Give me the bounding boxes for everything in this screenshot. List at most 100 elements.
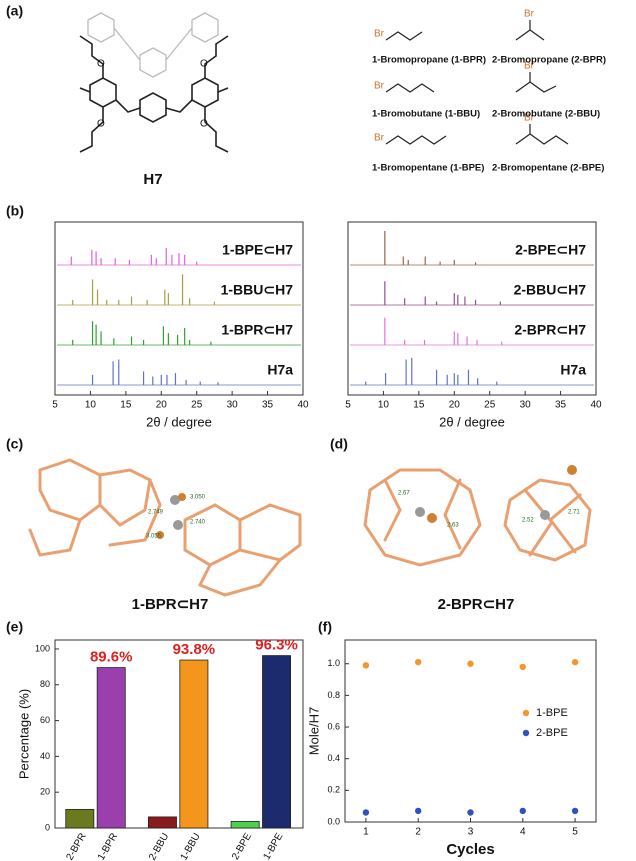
x-tick-label: 35 [262, 400, 274, 411]
y-tick-label: 0.2 [327, 785, 340, 795]
guest-atom [178, 493, 186, 501]
distance-label: 3.050 [190, 495, 206, 501]
x-tick-label: 1-BPE [261, 831, 285, 861]
guest-atom [156, 531, 164, 539]
distance-label: 2.67 [398, 491, 410, 497]
point [571, 807, 579, 815]
x-tick-label: 10 [85, 400, 97, 411]
bromine: Br [374, 133, 385, 144]
x-tick-label: 20 [156, 400, 168, 411]
series-label: 2-BBU⊂H7 [514, 282, 587, 298]
y-tick-label: 0 [45, 822, 50, 832]
plot-frame [54, 221, 304, 396]
x-tick-label: 5 [345, 400, 351, 411]
panel-label: (a) [6, 3, 23, 19]
point [362, 809, 370, 816]
point [467, 809, 474, 816]
x-tick-label: 2-BPE [230, 831, 254, 861]
panel-label: (d) [330, 436, 348, 452]
distance-label: 2.52 [522, 518, 534, 524]
y-tick-label: 1.0 [327, 658, 340, 668]
series-label: H7a [560, 362, 586, 378]
y-axis-label: Percentage (%) [16, 689, 31, 779]
x-tick-label: 15 [120, 400, 132, 411]
atom: O [200, 119, 208, 130]
x-tick-label: 30 [227, 400, 239, 411]
compound-name: 1-Bromopentane (1-BPE) [372, 163, 484, 174]
panel-label: (b) [6, 203, 24, 219]
bromine: Br [524, 113, 535, 124]
point [467, 660, 474, 667]
x-tick-label: 10 [378, 400, 390, 411]
x-tick-label: 1-BPR [96, 831, 120, 861]
compound-name: 1-Bromopropane (1-BPR) [372, 55, 486, 66]
bar [262, 655, 292, 829]
value-label: 89.6% [90, 649, 133, 666]
x-tick-label: 20 [449, 400, 461, 411]
y-tick-label: 0.0 [327, 816, 340, 826]
series-label: H7a [267, 362, 293, 378]
distance-label: 2.749 [148, 510, 164, 516]
compound-name: 2-Bromopentane (2-BPE) [492, 163, 604, 174]
point [415, 807, 422, 815]
point [415, 658, 422, 666]
x-tick-label: 3 [468, 827, 474, 838]
legend-marker [522, 729, 530, 737]
x-tick-label: 2 [415, 827, 421, 838]
x-tick-label: 2-BPR [64, 831, 88, 861]
host-molecule: O O O O [79, 12, 229, 153]
y-tick-label: 0.6 [327, 721, 340, 731]
series-label: 2-BPR⊂H7 [514, 322, 586, 338]
structure-caption: 2-BPR⊂H7 [438, 596, 515, 613]
x-tick-label: 40 [590, 400, 602, 411]
x-tick-label: 5 [52, 400, 58, 411]
point [571, 658, 579, 666]
guest-atom [540, 510, 550, 520]
x-tick-label: 15 [413, 400, 425, 411]
y-tick-label: 20 [40, 787, 50, 797]
x-axis-label: 2θ / degree [146, 414, 212, 429]
guest-atom [427, 513, 437, 523]
bar [96, 667, 126, 829]
atom: O [97, 119, 105, 130]
compound-name: 2-Bromopropane (2-BPR) [492, 55, 606, 66]
distance-label: 3.055 [146, 534, 162, 540]
guest-atom [173, 520, 183, 530]
x-tick-label: 40 [297, 400, 309, 411]
point [519, 663, 526, 671]
bromine: Br [524, 61, 535, 72]
x-tick-label: 35 [555, 400, 567, 411]
legend-label: 2-BPE [536, 727, 568, 739]
guest-atom [567, 465, 577, 475]
bromine: Br [374, 29, 385, 40]
value-label: 96.3% [255, 637, 298, 654]
distance-label: 2.71 [568, 510, 580, 516]
x-tick-label: 1 [363, 827, 369, 838]
plot-frame [347, 221, 597, 396]
y-tick-label: 0.4 [327, 753, 340, 763]
plot-frame [54, 639, 304, 829]
x-tick-label: 4 [520, 827, 526, 838]
panel-label: (c) [6, 436, 23, 452]
structure-caption: 1-BPR⊂H7 [132, 596, 209, 613]
x-axis-label: 2θ / degree [439, 414, 505, 429]
bar [230, 820, 260, 829]
atom: O [97, 59, 105, 70]
x-axis-label: Cycles [446, 841, 494, 858]
bromine: Br [374, 81, 385, 92]
host-label: H7 [143, 171, 162, 188]
point [362, 662, 370, 669]
bar [148, 816, 177, 829]
bromine: Br [524, 9, 535, 20]
guest-atom [415, 507, 425, 517]
series-label: 1-BPR⊂H7 [221, 322, 293, 338]
guest-structures [385, 20, 569, 145]
bar [179, 659, 209, 829]
bar [65, 808, 95, 829]
y-tick-label: 100 [35, 643, 50, 653]
panel-label: (f) [318, 619, 332, 635]
compound-name: 2-Bromobutane (2-BBU) [492, 109, 600, 120]
x-tick-label: 30 [520, 400, 532, 411]
